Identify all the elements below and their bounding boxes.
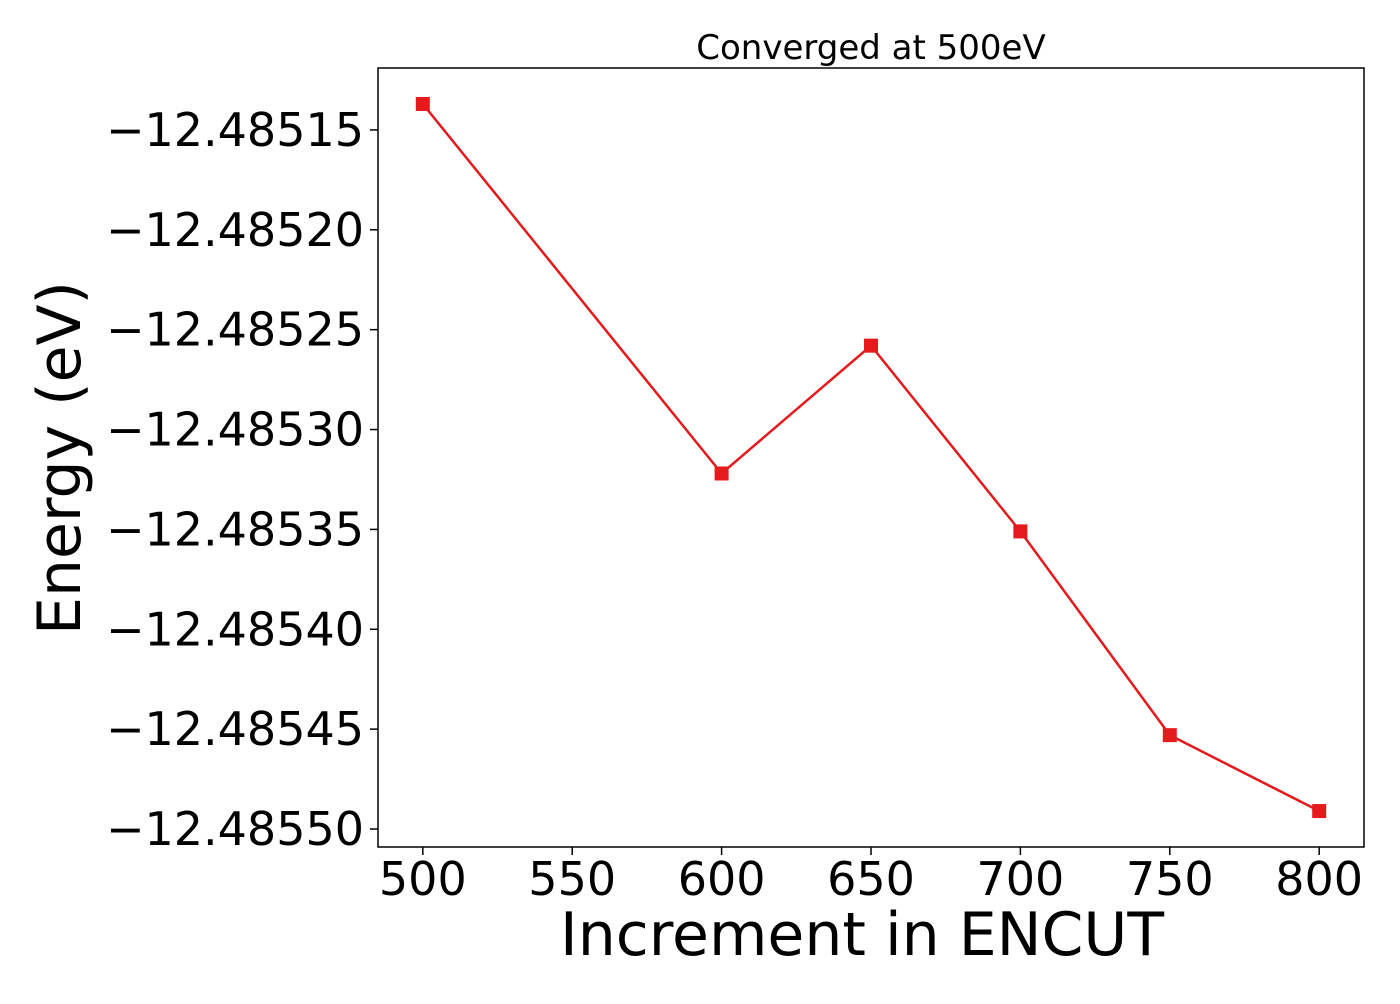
x-tick-label: 500 bbox=[379, 852, 467, 906]
x-axis: 500 550 600 650 700 750 800 bbox=[379, 847, 1363, 906]
y-axis: −12.48515 −12.48520 −12.48525 −12.48530 −12.… bbox=[106, 103, 378, 856]
x-tick-label: 550 bbox=[528, 852, 616, 906]
y-tick-label: −12.48525 bbox=[106, 303, 364, 357]
series-line bbox=[421, 103, 1320, 813]
x-tick-label: 650 bbox=[827, 852, 915, 906]
chart-title: Converged at 500eV bbox=[696, 28, 1045, 68]
data-point-marker bbox=[714, 466, 729, 481]
x-tick-label: 800 bbox=[1275, 852, 1363, 906]
y-tick-label: −12.48520 bbox=[106, 203, 364, 257]
y-tick-label: −12.48515 bbox=[106, 103, 364, 157]
y-axis-title: Energy (eV) bbox=[25, 281, 95, 635]
y-tick-label: −12.48545 bbox=[106, 702, 364, 756]
data-point-marker bbox=[1312, 804, 1327, 819]
data-point-marker bbox=[864, 338, 878, 353]
x-axis-title: Increment in ENCUT bbox=[560, 900, 1164, 970]
series-energy bbox=[415, 96, 1327, 819]
data-point-marker bbox=[1013, 524, 1028, 539]
data-point-marker bbox=[415, 96, 430, 111]
y-tick-label: −12.48530 bbox=[106, 403, 364, 457]
plot-area bbox=[377, 67, 1365, 848]
y-tick-label: −12.48535 bbox=[106, 502, 364, 556]
y-tick-label: −12.48540 bbox=[106, 602, 364, 656]
x-tick-label: 750 bbox=[1126, 852, 1214, 906]
data-point-marker bbox=[1162, 728, 1177, 743]
x-tick-label: 600 bbox=[678, 852, 766, 906]
y-tick-label: −12.48550 bbox=[106, 802, 364, 856]
x-tick-label: 700 bbox=[976, 852, 1064, 906]
